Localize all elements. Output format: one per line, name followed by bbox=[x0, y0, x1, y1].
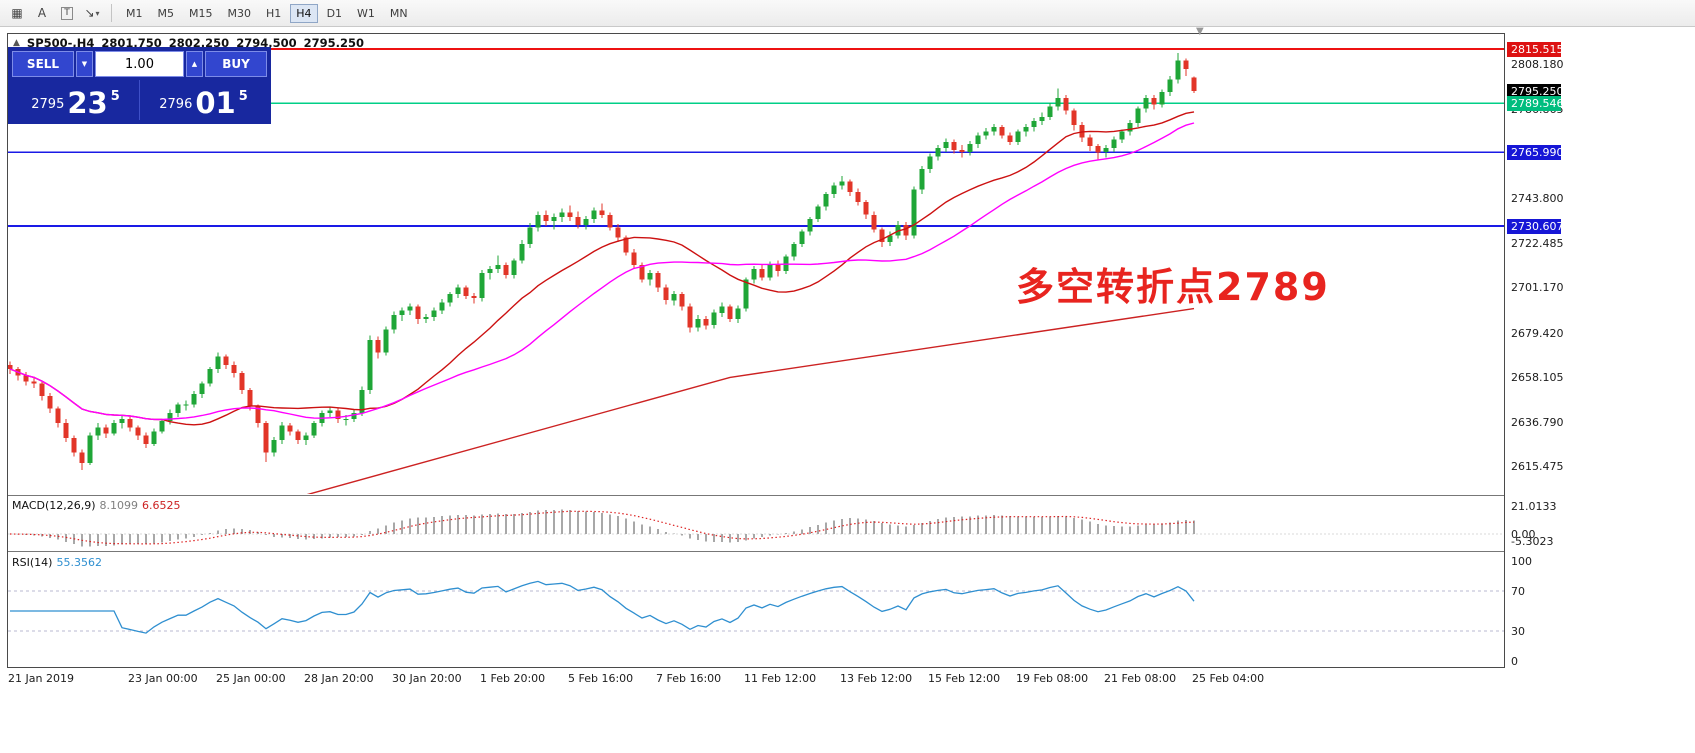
sell-price-small: 2795 bbox=[31, 97, 65, 112]
rsi-value: 55.3562 bbox=[56, 556, 102, 569]
volume-step-down-icon[interactable]: ▼ bbox=[76, 51, 93, 77]
macd-value-signal: 6.6525 bbox=[142, 499, 181, 512]
buy-price[interactable]: 2796 01 5 bbox=[140, 80, 267, 120]
volume-input[interactable] bbox=[95, 51, 184, 77]
timeframe-w1-button[interactable]: W1 bbox=[351, 4, 381, 23]
arrow-tool-glyph: ↘ bbox=[84, 6, 95, 20]
timeframe-h1-button[interactable]: H1 bbox=[260, 4, 287, 23]
sell-price-big: 23 bbox=[67, 85, 108, 120]
symbol-period-label: SP500-,H4 bbox=[26, 36, 95, 50]
price-marker-icon: ▼ bbox=[1196, 26, 1204, 37]
macd-value-main: 8.1099 bbox=[99, 499, 139, 512]
ohlc-low: 2794.500 bbox=[236, 36, 297, 50]
macd-label: MACD(12,26,9) 8.1099 6.6525 bbox=[12, 499, 181, 512]
ohlc-high: 2802.250 bbox=[168, 36, 230, 50]
trade-panel-collapse-icon[interactable]: ▲ bbox=[13, 38, 20, 48]
timeframe-m15-button[interactable]: M15 bbox=[183, 4, 219, 23]
text-box-glyph: T bbox=[61, 6, 73, 20]
toolbar-separator bbox=[111, 4, 112, 22]
rsi-name: RSI(14) bbox=[12, 556, 53, 569]
toolbar: ▦ A T ↘ ▾ M1 M5 M15 M30 H1 H4 D1 W1 MN bbox=[0, 0, 1695, 27]
sell-price[interactable]: 2795 23 5 bbox=[12, 80, 140, 120]
timeframe-m1-button[interactable]: M1 bbox=[120, 4, 149, 23]
text-box-icon[interactable]: T bbox=[55, 3, 79, 23]
arrow-tool-caret-icon: ▾ bbox=[95, 8, 100, 18]
timeframe-m5-button[interactable]: M5 bbox=[152, 4, 181, 23]
timeframe-m30-button[interactable]: M30 bbox=[222, 4, 258, 23]
ohlc-close: 2795.250 bbox=[303, 36, 364, 50]
one-click-trade-panel: SELL ▼ ▲ BUY 2795 23 5 2796 01 5 bbox=[8, 47, 271, 124]
rsi-label: RSI(14) 55.3562 bbox=[12, 556, 102, 569]
buy-button[interactable]: BUY bbox=[205, 51, 267, 77]
chart-objects-icon[interactable]: ▦ bbox=[11, 6, 23, 20]
chart-annotation: 多空转折点2789 bbox=[1016, 265, 1330, 309]
buy-price-small: 2796 bbox=[159, 97, 193, 112]
text-label-icon[interactable]: A bbox=[37, 6, 47, 20]
ohlc-open: 2801.750 bbox=[101, 36, 162, 50]
arrow-tool-icon[interactable]: ↘ ▾ bbox=[80, 3, 104, 23]
buy-price-big: 01 bbox=[195, 85, 236, 120]
buy-price-sup: 5 bbox=[238, 89, 248, 104]
sell-button[interactable]: SELL bbox=[12, 51, 74, 77]
timeframe-h4-button[interactable]: H4 bbox=[290, 3, 318, 23]
timeframe-d1-button[interactable]: D1 bbox=[321, 4, 348, 23]
macd-name: MACD(12,26,9) bbox=[12, 499, 96, 512]
sell-price-sup: 5 bbox=[110, 89, 120, 104]
volume-step-up-icon[interactable]: ▲ bbox=[186, 51, 203, 77]
chart-header: ▲ SP500-,H4 2801.750 2802.250 2794.500 2… bbox=[13, 36, 364, 50]
timeframe-mn-button[interactable]: MN bbox=[384, 4, 414, 23]
